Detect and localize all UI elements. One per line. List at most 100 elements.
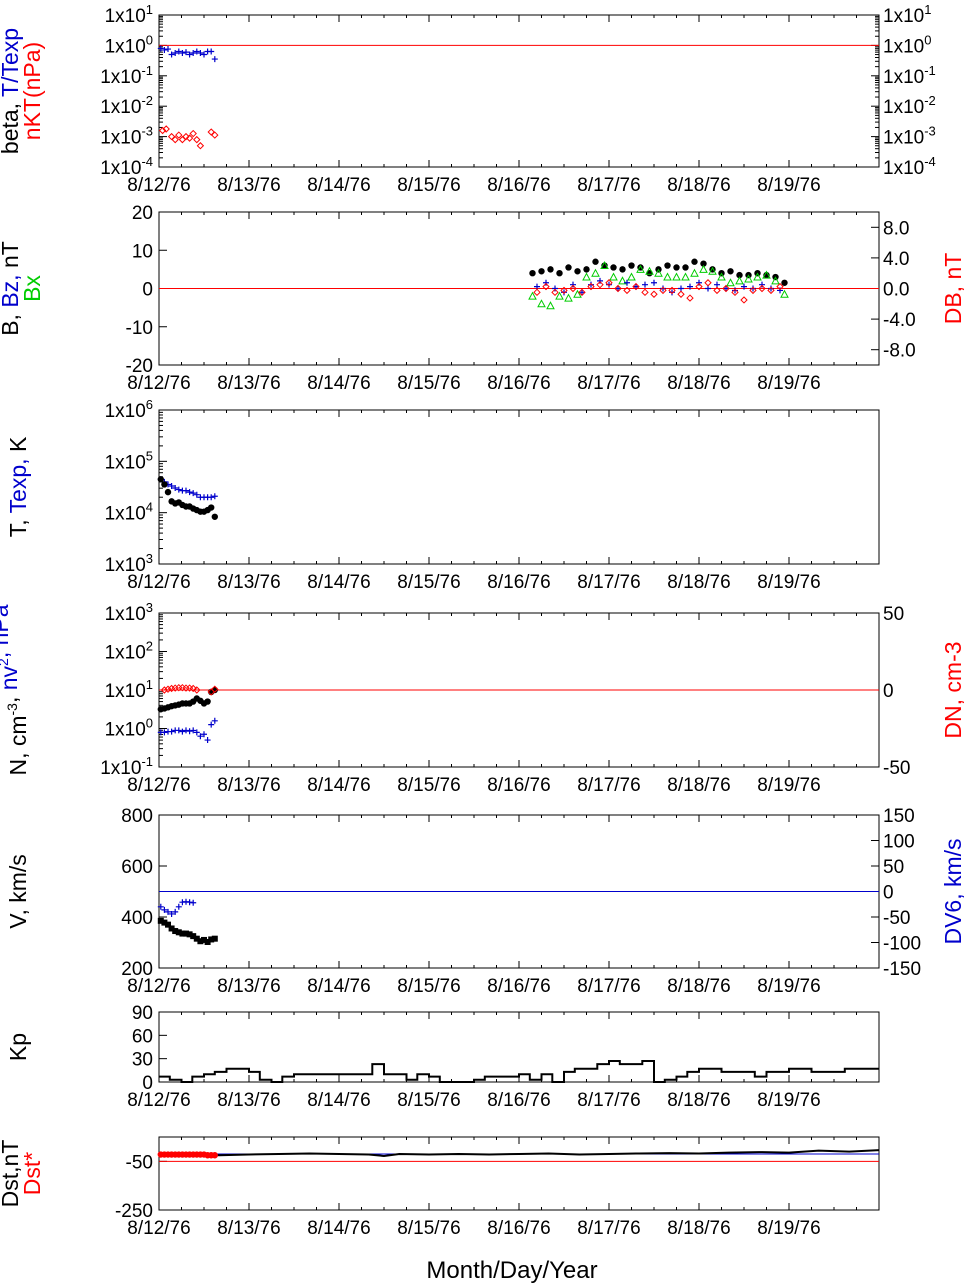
x-tick-label: 8/17/76 bbox=[577, 572, 640, 593]
data-point-Bz bbox=[732, 287, 738, 294]
data-point-Bz bbox=[552, 285, 558, 292]
data-point-DB bbox=[623, 286, 631, 295]
data-point-nkT bbox=[162, 125, 170, 133]
x-tick-label: 8/13/76 bbox=[217, 976, 280, 997]
data-point-DB bbox=[776, 282, 784, 291]
y-tick-label: 1x106 bbox=[105, 397, 153, 422]
data-point-Bz bbox=[696, 279, 702, 286]
x-tick-label: 8/12/76 bbox=[127, 175, 190, 196]
y-tick-label: 30 bbox=[132, 1050, 153, 1071]
x-tick-label: 8/12/76 bbox=[127, 775, 190, 796]
x-tick-label: 8/16/76 bbox=[487, 572, 550, 593]
data-point-Bz bbox=[642, 281, 648, 288]
y-tick-label: -10 bbox=[126, 318, 153, 339]
data-point-T/Texp bbox=[197, 50, 204, 56]
data-point-B bbox=[664, 262, 671, 269]
data-point-nv2 bbox=[175, 727, 182, 734]
data-point-V bbox=[197, 938, 204, 945]
data-point-Texp bbox=[168, 482, 175, 489]
y-tick-label: 10 bbox=[132, 241, 153, 262]
data-point-Bx bbox=[654, 268, 663, 277]
data-point-Bz bbox=[615, 285, 621, 292]
data-point-Bx bbox=[528, 291, 537, 300]
y-tick-label: 20 bbox=[132, 203, 153, 224]
data-point-Bx bbox=[645, 266, 654, 275]
data-point-Bx bbox=[573, 289, 582, 298]
y-tick-label: 0 bbox=[142, 1073, 153, 1094]
data-point-T bbox=[164, 488, 172, 496]
y2-tick-label: 50 bbox=[883, 604, 904, 625]
x-tick-label: 8/18/76 bbox=[667, 1090, 730, 1111]
data-point-B bbox=[565, 264, 572, 271]
y2-tick-label: -50 bbox=[883, 908, 910, 929]
data-point-Texp bbox=[211, 493, 218, 500]
y-axis-label: V, km/s bbox=[5, 854, 31, 929]
data-point-T/Texp bbox=[183, 49, 189, 56]
data-point-Bx bbox=[699, 264, 708, 273]
data-point-B bbox=[763, 271, 770, 279]
y2-tick-label: 4.0 bbox=[883, 249, 909, 270]
data-point-Bz bbox=[705, 285, 711, 292]
y-axis-label: B, Bz, nT bbox=[0, 241, 23, 336]
x-tick-label: 8/14/76 bbox=[307, 373, 370, 394]
y2-tick-label: 1x10-4 bbox=[883, 154, 936, 179]
data-point-Texp bbox=[183, 487, 189, 494]
data-point-Bx bbox=[753, 272, 762, 281]
data-point-V bbox=[172, 928, 179, 935]
x-tick-label: 8/16/76 bbox=[487, 976, 550, 997]
data-point-B bbox=[529, 270, 536, 277]
data-point-Bz bbox=[777, 287, 783, 294]
data-point-V bbox=[179, 930, 186, 937]
data-point-Bx bbox=[636, 264, 645, 273]
data-point-nkT bbox=[193, 135, 201, 144]
data-point-B bbox=[673, 264, 680, 271]
data-point-V bbox=[186, 931, 193, 938]
data-point-Bz bbox=[660, 285, 666, 292]
data-point-Bx bbox=[708, 266, 717, 275]
data-point-nv2 bbox=[186, 728, 193, 735]
data-point-DN bbox=[164, 685, 172, 693]
y2-tick-label: -150 bbox=[883, 959, 921, 980]
data-point-DB bbox=[722, 284, 730, 293]
x-tick-label: 8/17/76 bbox=[577, 976, 640, 997]
data-point-B bbox=[610, 264, 617, 271]
y2-tick-label: 1x10-3 bbox=[883, 124, 936, 149]
data-point-B bbox=[700, 260, 707, 267]
data-point-DV6 bbox=[190, 899, 197, 906]
x-tick-label: 8/19/76 bbox=[757, 373, 820, 394]
data-point-nv2 bbox=[161, 729, 168, 736]
data-point-V bbox=[183, 930, 189, 937]
x-tick-label: 8/18/76 bbox=[667, 572, 730, 593]
data-point-Bx bbox=[609, 272, 618, 281]
data-point-B bbox=[601, 262, 608, 269]
data-point-Bz bbox=[669, 289, 675, 296]
plot-frame bbox=[158, 409, 880, 565]
data-point-T/Texp bbox=[172, 50, 179, 56]
y2-tick-label: 50 bbox=[883, 857, 904, 878]
data-point-nv2 bbox=[179, 728, 186, 735]
y-tick-label: 1x10-1 bbox=[100, 63, 153, 88]
y2-tick-label: -4.0 bbox=[883, 310, 916, 331]
x-tick-label: 8/14/76 bbox=[307, 572, 370, 593]
data-point-DB bbox=[731, 288, 739, 297]
data-point-Bx bbox=[681, 272, 690, 281]
data-point-T/Texp bbox=[157, 45, 164, 52]
data-point-nv2 bbox=[190, 727, 197, 734]
data-point-Bx bbox=[672, 272, 681, 281]
data-point-Bz bbox=[624, 279, 630, 286]
y-tick-label: 600 bbox=[121, 857, 153, 878]
data-point-DN bbox=[167, 684, 176, 693]
x-tick-label: 8/16/76 bbox=[487, 1218, 550, 1239]
x-tick-label: 8/15/76 bbox=[397, 373, 460, 394]
data-point-T bbox=[211, 513, 218, 520]
x-tick-label: 8/19/76 bbox=[757, 1090, 820, 1111]
data-point-nkT bbox=[196, 142, 205, 150]
y-tick-label: -250 bbox=[115, 1201, 153, 1222]
data-point-Texp bbox=[186, 489, 193, 496]
data-point-DN bbox=[211, 685, 219, 693]
data-point-T/Texp bbox=[175, 48, 182, 55]
y-axis-label: Bx bbox=[19, 275, 45, 302]
data-point-T bbox=[161, 481, 168, 488]
data-point-Bx bbox=[600, 260, 609, 270]
data-point-DB bbox=[767, 286, 775, 295]
